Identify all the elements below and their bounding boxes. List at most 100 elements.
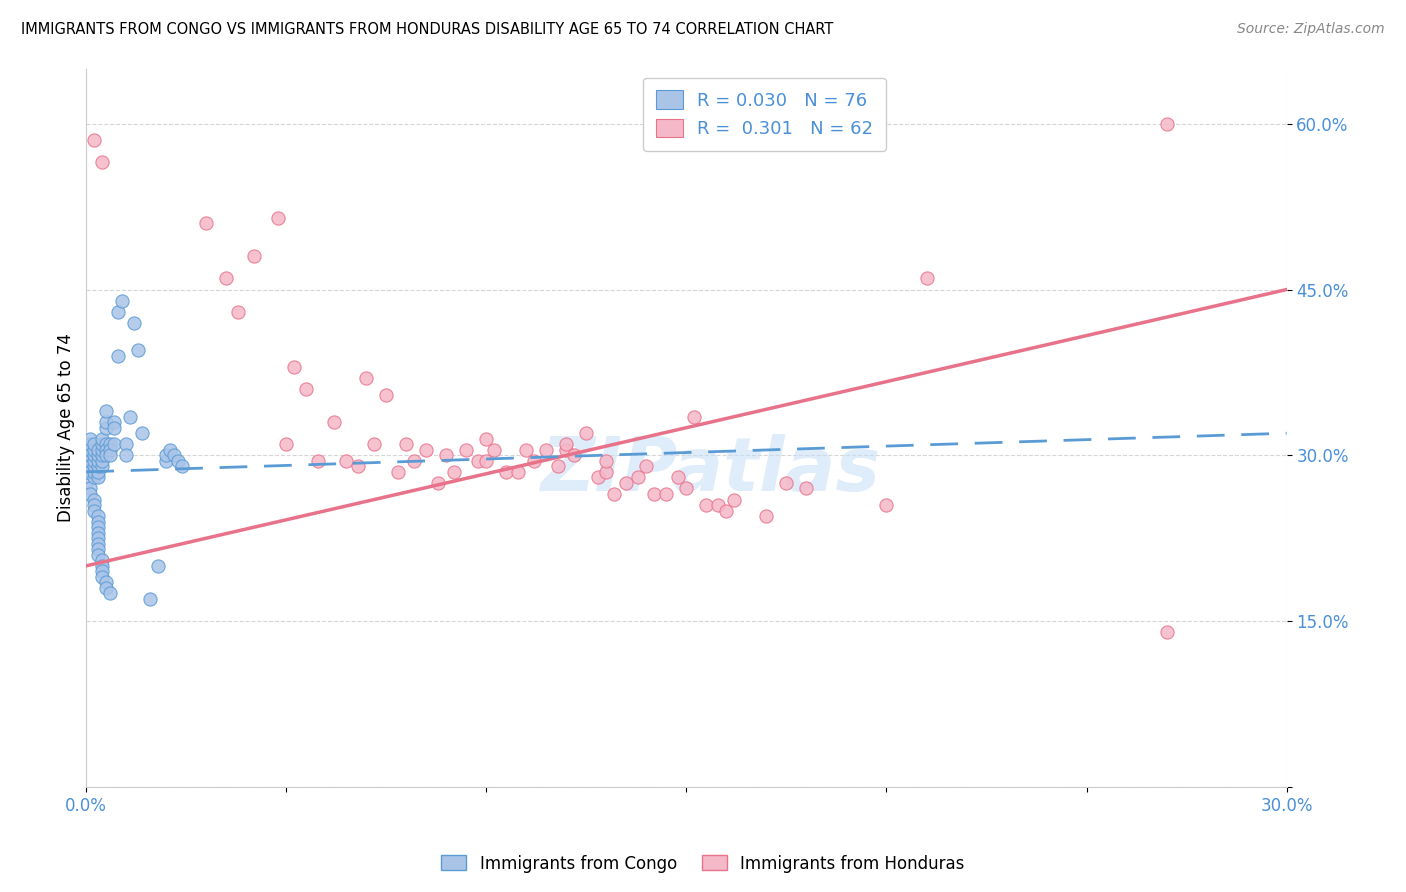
Point	[87, 542, 110, 557]
Point	[96, 442, 118, 457]
Point	[195, 216, 218, 230]
Point	[276, 437, 298, 451]
Point	[443, 465, 465, 479]
Point	[91, 155, 114, 169]
Point	[323, 415, 346, 429]
Point	[115, 437, 138, 451]
Point	[434, 448, 457, 462]
Point	[139, 591, 162, 606]
Point	[79, 448, 101, 462]
Point	[283, 359, 305, 374]
Point	[588, 470, 610, 484]
Point	[87, 531, 110, 545]
Point	[555, 437, 578, 451]
Point	[167, 454, 190, 468]
Point	[347, 459, 370, 474]
Point	[1156, 625, 1178, 640]
Point	[307, 454, 329, 468]
Point	[148, 558, 170, 573]
Point	[79, 482, 101, 496]
Point	[107, 349, 129, 363]
Point	[155, 454, 177, 468]
Point	[228, 304, 250, 318]
Point	[91, 553, 114, 567]
Point	[98, 586, 121, 600]
Point	[83, 498, 105, 512]
Point	[75, 475, 97, 490]
Point	[375, 387, 398, 401]
Point	[120, 409, 142, 424]
Point	[668, 470, 690, 484]
Point	[547, 459, 569, 474]
Point	[91, 459, 114, 474]
Point	[124, 316, 146, 330]
Point	[775, 475, 797, 490]
Point	[87, 448, 110, 462]
Point	[683, 409, 706, 424]
Point	[91, 432, 114, 446]
Point	[83, 503, 105, 517]
Point	[127, 343, 149, 358]
Legend: Immigrants from Congo, Immigrants from Honduras: Immigrants from Congo, Immigrants from H…	[434, 848, 972, 880]
Point	[475, 454, 498, 468]
Point	[83, 492, 105, 507]
Point	[83, 133, 105, 147]
Point	[523, 454, 546, 468]
Point	[723, 492, 745, 507]
Point	[475, 432, 498, 446]
Y-axis label: Disability Age 65 to 74: Disability Age 65 to 74	[58, 334, 75, 522]
Point	[79, 454, 101, 468]
Point	[79, 487, 101, 501]
Point	[495, 465, 517, 479]
Point	[96, 404, 118, 418]
Point	[295, 382, 318, 396]
Point	[87, 509, 110, 524]
Point	[98, 448, 121, 462]
Legend: R = 0.030   N = 76, R =  0.301   N = 62: R = 0.030 N = 76, R = 0.301 N = 62	[643, 78, 886, 151]
Point	[87, 515, 110, 529]
Point	[159, 442, 181, 457]
Point	[103, 415, 125, 429]
Point	[103, 420, 125, 434]
Point	[79, 442, 101, 457]
Point	[536, 442, 558, 457]
Point	[876, 498, 898, 512]
Point	[83, 448, 105, 462]
Point	[91, 570, 114, 584]
Point	[575, 426, 598, 441]
Point	[79, 459, 101, 474]
Point	[267, 211, 290, 225]
Point	[87, 465, 110, 479]
Text: Source: ZipAtlas.com: Source: ZipAtlas.com	[1237, 22, 1385, 37]
Point	[484, 442, 506, 457]
Point	[508, 465, 530, 479]
Point	[387, 465, 409, 479]
Point	[131, 426, 153, 441]
Point	[96, 420, 118, 434]
Point	[404, 454, 426, 468]
Point	[515, 442, 537, 457]
Point	[83, 437, 105, 451]
Text: ZIPatlas: ZIPatlas	[540, 434, 880, 508]
Point	[96, 448, 118, 462]
Point	[163, 448, 186, 462]
Point	[83, 442, 105, 457]
Point	[155, 448, 177, 462]
Point	[655, 487, 678, 501]
Point	[215, 271, 238, 285]
Point	[675, 482, 697, 496]
Point	[467, 454, 489, 468]
Point	[363, 437, 385, 451]
Point	[707, 498, 730, 512]
Point	[83, 459, 105, 474]
Point	[564, 448, 586, 462]
Point	[87, 470, 110, 484]
Point	[91, 454, 114, 468]
Point	[87, 459, 110, 474]
Point	[79, 432, 101, 446]
Point	[87, 537, 110, 551]
Point	[716, 503, 738, 517]
Point	[555, 442, 578, 457]
Point	[83, 465, 105, 479]
Point	[415, 442, 437, 457]
